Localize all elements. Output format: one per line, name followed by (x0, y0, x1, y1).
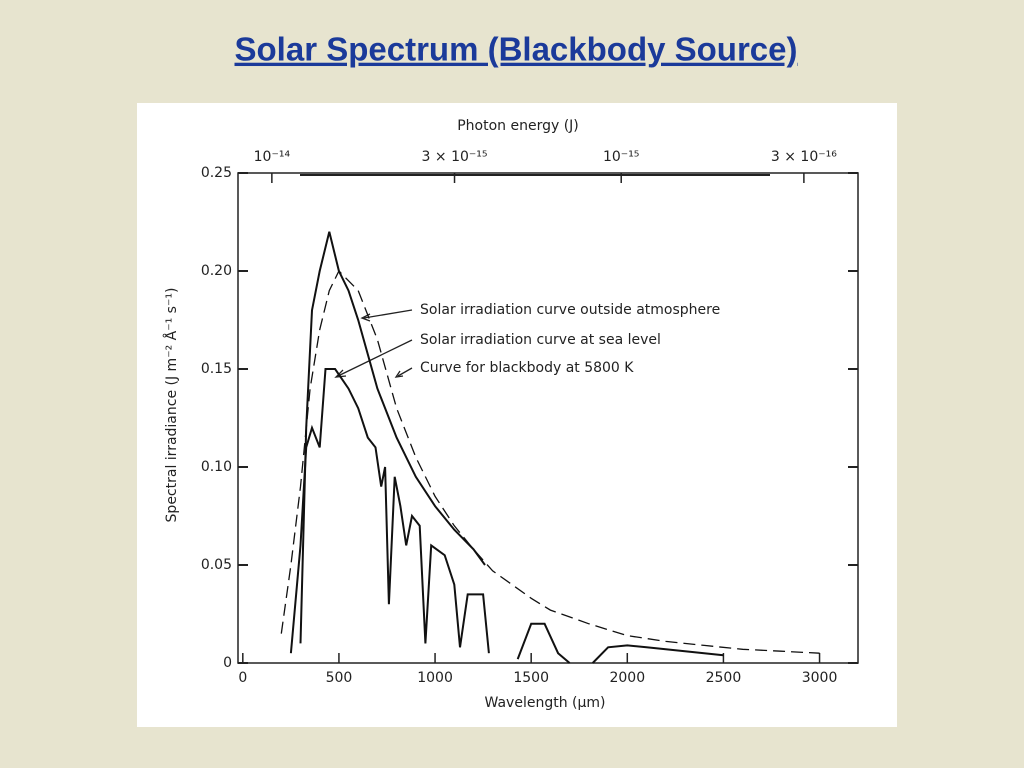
x-tick-label: 1000 (417, 670, 453, 686)
x2-axis-title: Photon energy (J) (457, 118, 579, 134)
x-tick-label: 2500 (706, 670, 742, 686)
slide-title: Solar Spectrum (Blackbody Source) (235, 31, 798, 68)
y-axis-title: Spectral irradiance (J m⁻² Å⁻¹ s⁻¹) (163, 288, 180, 523)
x-tick-label: 2000 (609, 670, 645, 686)
annotation-arrows (334, 309, 413, 378)
y-tick-label: 0.15 (201, 361, 232, 377)
chart-panel (137, 103, 897, 727)
y-tick-label: 0.20 (201, 263, 232, 279)
series-line (299, 231, 486, 644)
legend-label: Solar irradiation curve outside atmosphe… (420, 302, 720, 318)
x2-tick-label: 10⁻¹⁵ (603, 149, 639, 165)
x2-tick-label: 3 × 10⁻¹⁵ (422, 149, 488, 165)
y-tick-label: 0.25 (201, 165, 232, 181)
plot-frame (237, 172, 859, 664)
x-tick-label: 0 (238, 670, 247, 686)
x-tick-label: 3000 (802, 670, 838, 686)
y-tick-label: 0.10 (201, 459, 232, 475)
series-line (289, 368, 724, 664)
x-tick-label: 1500 (513, 670, 549, 686)
x2-tick-label: 3 × 10⁻¹⁶ (771, 149, 837, 165)
y-tick-label: 0.05 (201, 557, 232, 573)
x2-tick-label: 10⁻¹⁴ (254, 149, 291, 165)
x-axis-title: Wavelength (µm) (485, 695, 606, 711)
y-tick-label: 0 (223, 655, 232, 671)
legend-label: Solar irradiation curve at sea level (420, 332, 661, 348)
legend-label: Curve for blackbody at 5800 K (420, 360, 634, 376)
series-line (280, 269, 820, 654)
x-tick-label: 500 (326, 670, 353, 686)
